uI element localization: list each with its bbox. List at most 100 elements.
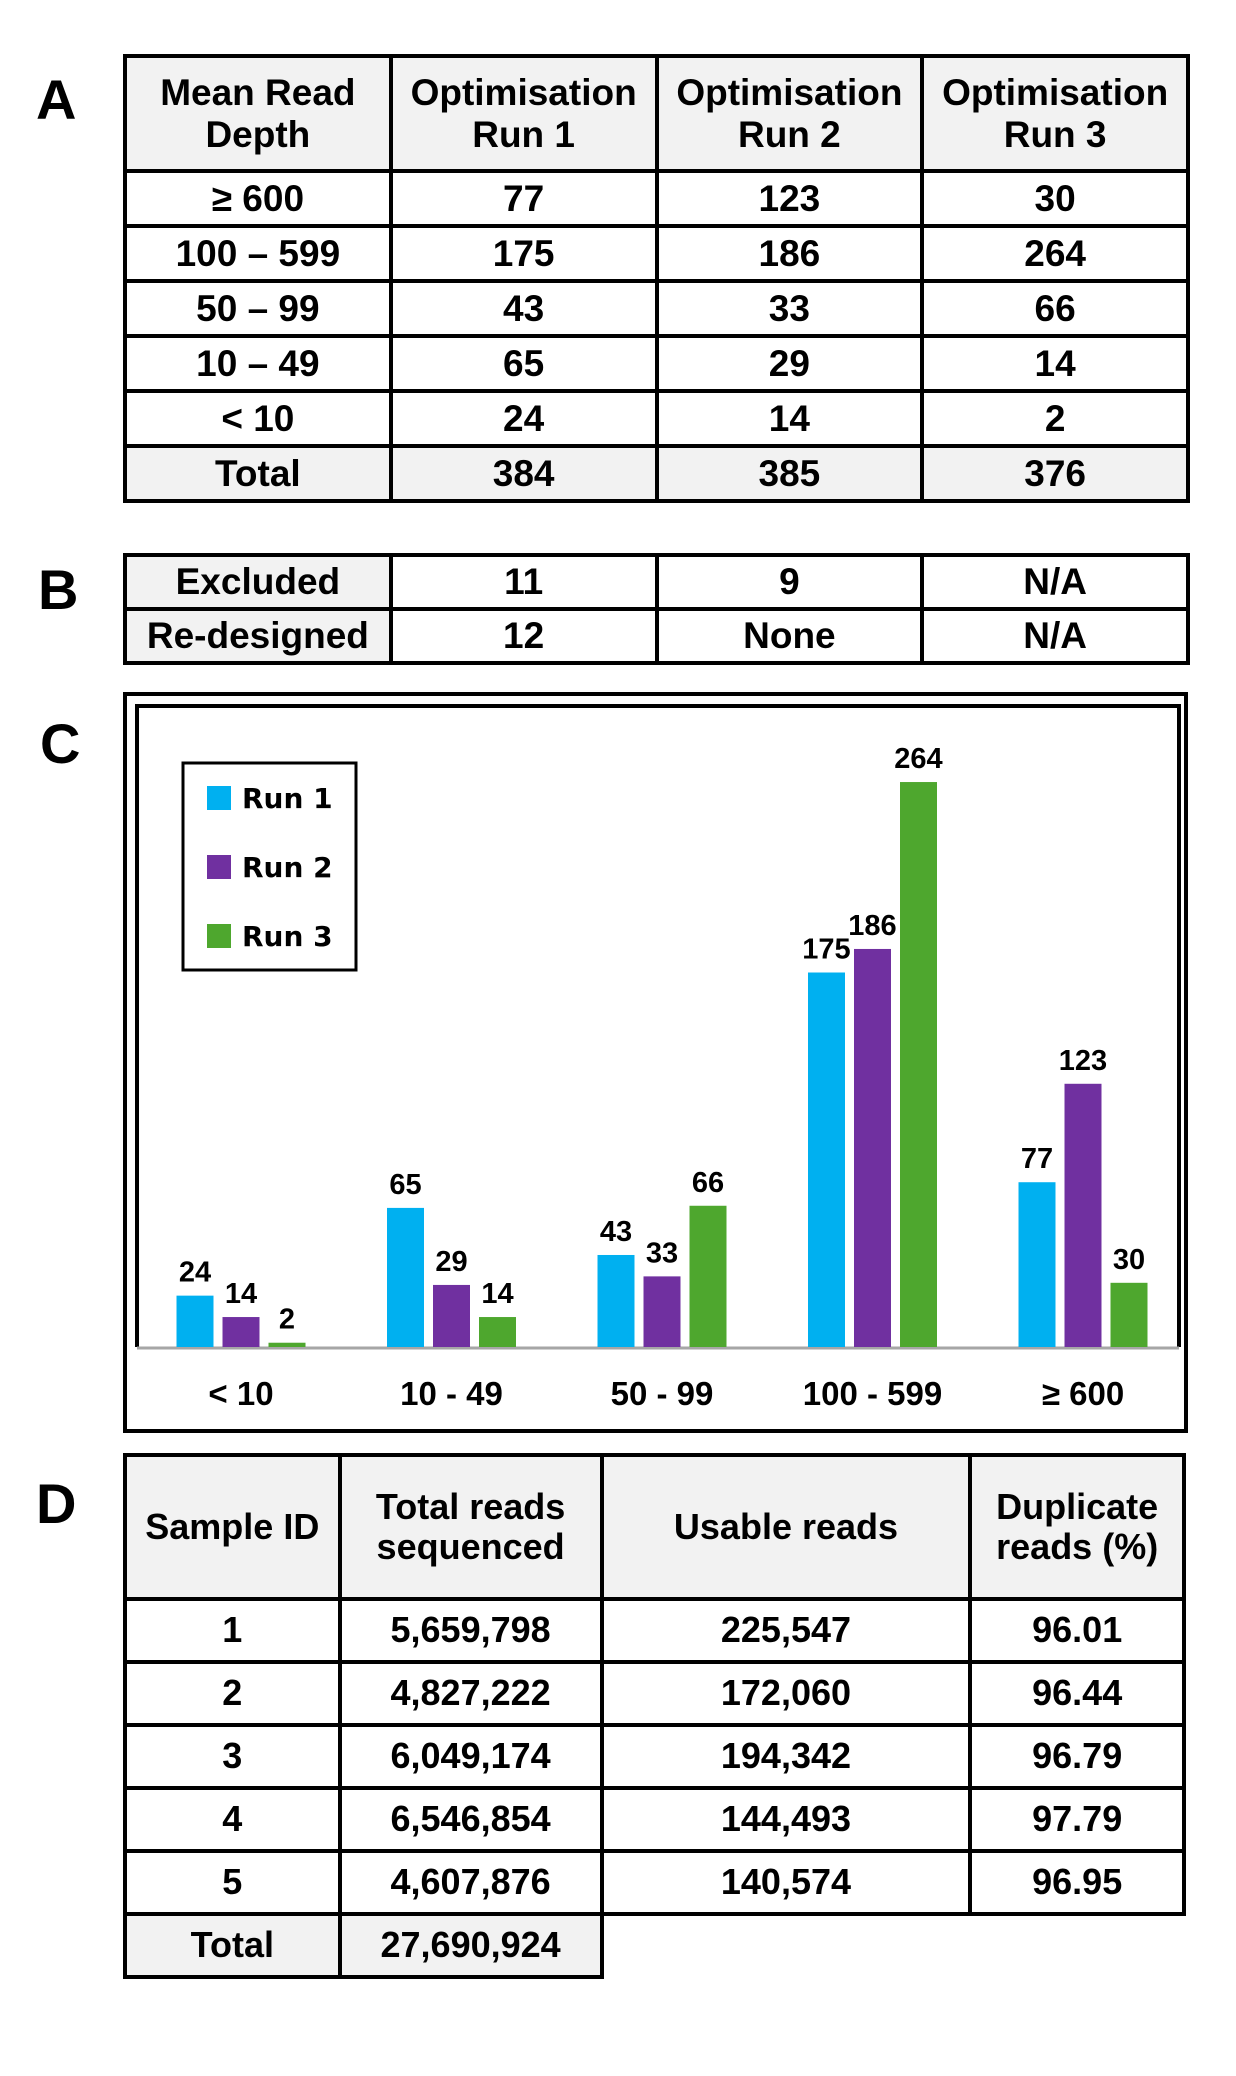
depth-cell: < 10 xyxy=(123,389,393,448)
table-row: ≥ 600 77 123 30 xyxy=(123,169,1190,228)
row-label-redesigned: Re-designed xyxy=(123,607,393,665)
value-cell: 65 xyxy=(388,334,659,393)
usable-reads-cell: 194,342 xyxy=(599,1723,973,1790)
legend-swatch-run-1 xyxy=(207,786,231,810)
bar-value-label: 77 xyxy=(1021,1143,1053,1175)
bar-value-label: 14 xyxy=(225,1278,257,1310)
table-row: 1 5,659,798 225,547 96.01 xyxy=(123,1597,1186,1664)
value-cell: 175 xyxy=(388,224,659,283)
total-reads-sum-cell: 27,690,924 xyxy=(337,1912,604,1979)
bar-value-label: 186 xyxy=(848,910,896,942)
table-total-row: Total 384 385 376 xyxy=(123,444,1190,503)
usable-reads-cell: 144,493 xyxy=(599,1786,973,1853)
table-row: 3 6,049,174 194,342 96.79 xyxy=(123,1723,1186,1790)
bar-value-label: 43 xyxy=(600,1216,632,1248)
value-cell: 123 xyxy=(654,169,925,228)
depth-cell: 10 – 49 xyxy=(123,334,393,393)
total-label-cell: Total xyxy=(123,1912,342,1979)
table-row: Re-designed 12 None N/A xyxy=(123,607,1190,665)
bar-run-2 xyxy=(1064,1083,1102,1347)
value-cell: 43 xyxy=(388,279,659,338)
table-total-row: Total 27,690,924 xyxy=(123,1912,1184,1979)
plot-area-frame xyxy=(135,704,1181,1350)
value-cell: 11 xyxy=(388,553,659,611)
header-sample-id: Sample ID xyxy=(123,1453,342,1601)
value-cell: 66 xyxy=(920,279,1190,338)
header-line: reads (%) xyxy=(996,1526,1159,1567)
bar-value-label: 264 xyxy=(894,743,942,775)
header-line: Run 3 xyxy=(1003,113,1107,155)
usable-reads-cell: 140,574 xyxy=(599,1849,973,1916)
header-duplicate-reads: Duplicate reads (%) xyxy=(968,1453,1186,1601)
sample-id-cell: 2 xyxy=(123,1660,342,1727)
sample-id-cell: 5 xyxy=(123,1849,342,1916)
total-reads-cell: 4,607,876 xyxy=(337,1849,604,1916)
sequencing-reads-table: Sample ID Total reads sequenced Usable r… xyxy=(123,1453,1186,1979)
legend-label: Run 1 xyxy=(242,782,333,815)
bar-value-label: 123 xyxy=(1059,1045,1107,1077)
bar-value-label: 29 xyxy=(435,1246,467,1278)
table-row: 5 4,607,876 140,574 96.95 xyxy=(123,1849,1186,1916)
total-reads-cell: 6,546,854 xyxy=(337,1786,604,1853)
table-row: 4 6,546,854 144,493 97.79 xyxy=(123,1786,1186,1853)
panel-label-b: B xyxy=(38,558,79,621)
table-header-row: Mean Read Depth Optimisation Run 1 Optim… xyxy=(123,54,1190,173)
empty-cell xyxy=(970,1914,1184,1977)
header-total-reads: Total reads sequenced xyxy=(337,1453,604,1601)
usable-reads-cell: 172,060 xyxy=(599,1660,973,1727)
table-header-row: Sample ID Total reads sequenced Usable r… xyxy=(123,1453,1186,1601)
bar-value-label: 175 xyxy=(802,934,850,966)
category-labels-group: < 10 10 - 49 50 - 99 100 - 599 ≥ 600 xyxy=(208,1375,1124,1412)
table-row: 100 – 599 175 186 264 xyxy=(123,224,1190,283)
duplicate-pct-cell: 96.01 xyxy=(968,1597,1186,1664)
total-value-cell: 376 xyxy=(920,444,1190,503)
header-usable-reads: Usable reads xyxy=(599,1453,973,1601)
plot-area-border xyxy=(135,704,1181,1347)
bar-run-3 xyxy=(479,1317,516,1347)
depth-cell: ≥ 600 xyxy=(123,169,393,228)
sample-id-cell: 3 xyxy=(123,1723,342,1790)
header-run-2: Optimisation Run 2 xyxy=(654,54,925,173)
bar-run-1 xyxy=(176,1295,214,1347)
value-cell: 264 xyxy=(920,224,1190,283)
bar-run-1 xyxy=(808,972,845,1347)
exclusion-table: Excluded 11 9 N/A Re-designed 12 None N/… xyxy=(123,553,1190,665)
bar-run-1 xyxy=(387,1207,424,1347)
panel-label-d: D xyxy=(36,1472,77,1535)
value-cell: 29 xyxy=(654,334,925,393)
value-cell: 2 xyxy=(920,389,1190,448)
bar-run-1 xyxy=(597,1254,635,1347)
header-line: Depth xyxy=(205,113,311,155)
value-cell: 77 xyxy=(388,169,659,228)
table-row: Excluded 11 9 N/A xyxy=(123,553,1190,611)
header-mean-read-depth: Mean Read Depth xyxy=(123,54,393,173)
duplicate-pct-cell: 96.79 xyxy=(968,1723,1186,1790)
bar-value-label: 2 xyxy=(279,1304,295,1336)
table-row: < 10 24 14 2 xyxy=(123,389,1190,448)
sample-id-cell: 1 xyxy=(123,1597,342,1664)
header-line: Usable reads xyxy=(673,1505,899,1547)
value-cell: N/A xyxy=(920,553,1190,611)
header-line: Optimisation xyxy=(942,72,1169,114)
value-cell: 24 xyxy=(388,389,659,448)
category-label: < 10 xyxy=(208,1375,273,1412)
total-reads-cell: 5,659,798 xyxy=(337,1597,604,1664)
panel-label-c: C xyxy=(40,712,81,775)
bar-chart-panel: 24 14 2 65 29 14 43 33 66 175 186 264 77 123 30 < 10 10… xyxy=(123,692,1188,1433)
legend-label: Run 3 xyxy=(242,920,333,953)
bar-value-label: 30 xyxy=(1113,1244,1145,1276)
depth-cell: 50 – 99 xyxy=(123,279,393,338)
header-line: Optimisation xyxy=(410,72,637,114)
header-line: Run 1 xyxy=(472,113,576,155)
header-line: Sample ID xyxy=(145,1505,320,1547)
empty-cell xyxy=(602,1914,971,1977)
bars-group xyxy=(176,782,1148,1347)
category-label: 50 - 99 xyxy=(611,1375,714,1412)
header-run-1: Optimisation Run 1 xyxy=(388,54,659,173)
bar-value-label: 66 xyxy=(692,1167,724,1199)
panel-label-a: A xyxy=(36,68,77,131)
header-line: Total reads xyxy=(375,1485,566,1527)
table-row: 10 – 49 65 29 14 xyxy=(123,334,1190,393)
bar-run-1 xyxy=(1018,1182,1056,1347)
sample-id-cell: 4 xyxy=(123,1786,342,1853)
